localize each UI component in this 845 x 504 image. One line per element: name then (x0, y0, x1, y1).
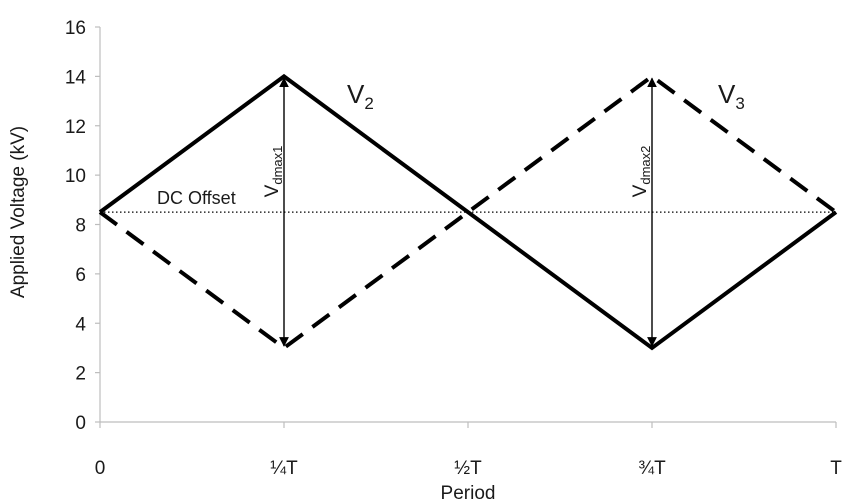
y-tick-label: 0 (75, 413, 86, 434)
vdmax-label-sub: dmax1 (270, 146, 285, 185)
y-tick-label: 2 (75, 364, 86, 385)
x-tick-label: 0 (95, 458, 106, 479)
series-labels: V2 V3 (347, 79, 745, 113)
x-tick-label: ¾T (638, 458, 666, 479)
series-lines (98, 73, 838, 351)
vdmax-label-2: Vdmax2 (630, 146, 653, 198)
vdmax-label-main: V (630, 184, 651, 197)
y-axis-ticks: 0 2 4 6 8 10 12 14 16 (65, 18, 100, 434)
x-axis-ticks: 0 ¼T ½T ¾T T (95, 422, 842, 479)
y-tick-label: 4 (75, 314, 86, 335)
y-axis-title: Applied Voltage (kV) (8, 126, 29, 298)
y-tick-label: 6 (75, 265, 86, 286)
y-tick-label: 10 (65, 166, 86, 187)
y-tick-label: 16 (65, 18, 86, 39)
x-tick-label: T (830, 458, 842, 479)
series-line-v3 (98, 73, 838, 351)
dc-offset-group: DC Offset (100, 188, 836, 213)
x-axis-title: Period (441, 483, 496, 504)
series-label-v2: V2 (347, 79, 374, 113)
series-label-main: V (718, 79, 736, 109)
series-label-sub: 2 (364, 94, 373, 113)
y-tick-label: 8 (75, 216, 86, 237)
series-label-v3: V3 (718, 79, 745, 113)
vdmax-label-main: V (262, 184, 283, 197)
series-line-v2 (98, 73, 838, 351)
x-tick-label: ¼T (270, 458, 298, 479)
series-label-main: V (347, 79, 365, 109)
vdmax-label-1: Vdmax1 (262, 146, 285, 198)
vdmax-label-sub: dmax2 (638, 146, 653, 185)
x-tick-label: ½T (454, 458, 482, 479)
y-tick-label: 12 (65, 117, 86, 138)
series-label-sub: 3 (735, 94, 744, 113)
y-tick-label: 14 (65, 67, 87, 88)
dc-offset-label: DC Offset (157, 188, 236, 208)
